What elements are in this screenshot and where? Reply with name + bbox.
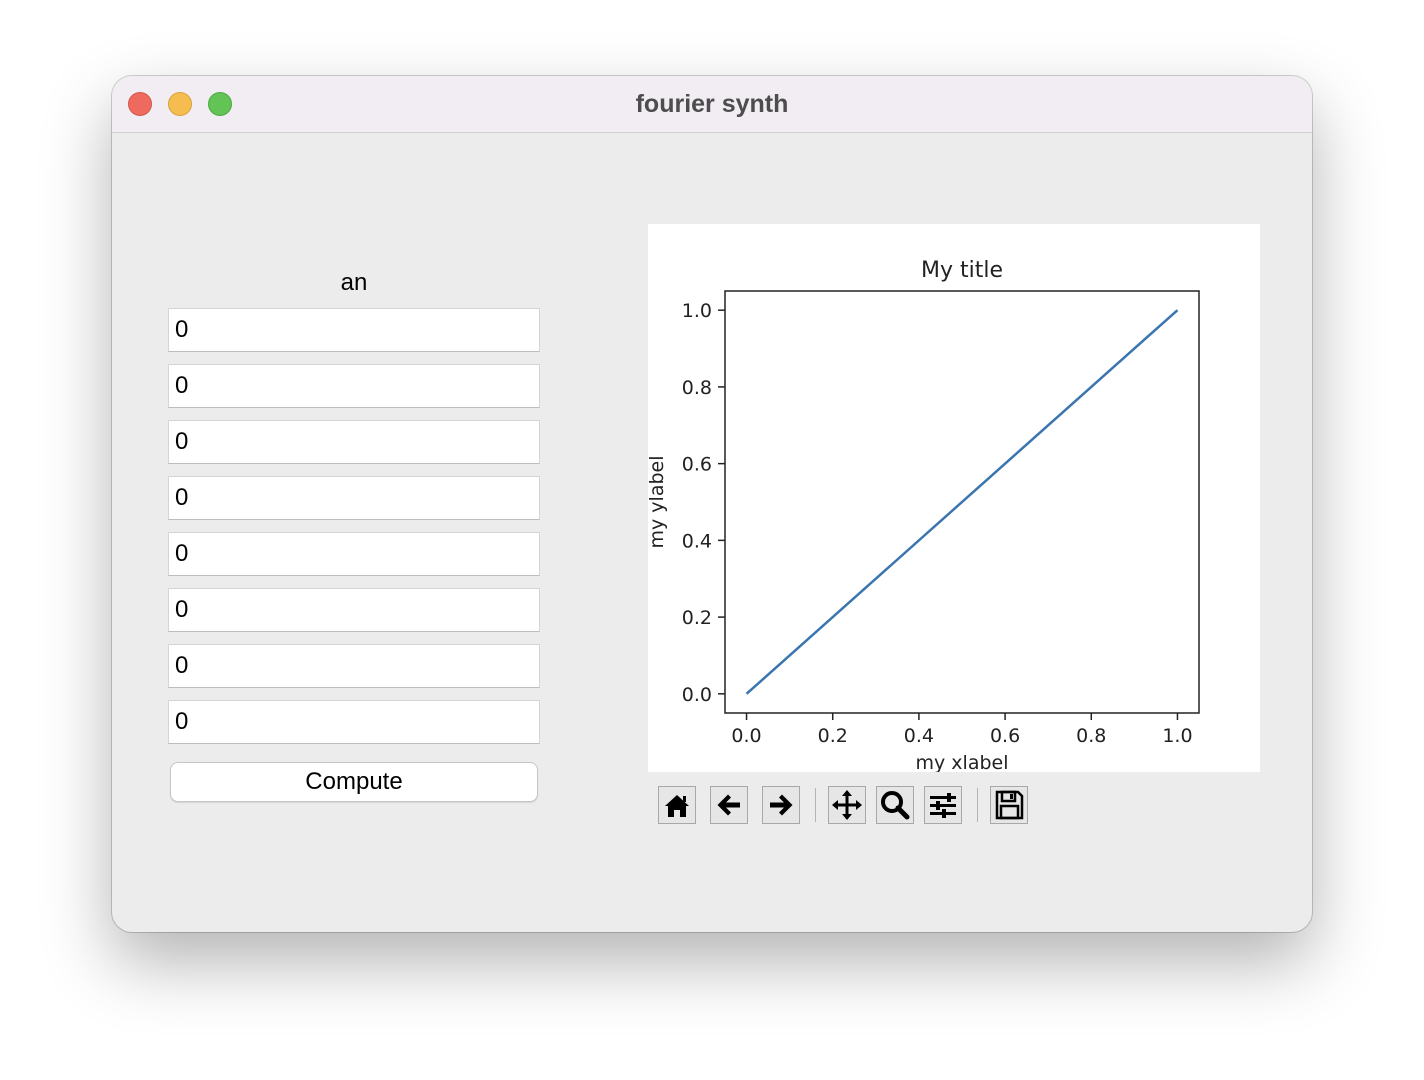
chart-title: My title xyxy=(921,258,1003,283)
toolbar-separator xyxy=(815,788,816,822)
an-coefficient-input-4[interactable]: 0 xyxy=(168,476,540,520)
save-button[interactable] xyxy=(990,786,1028,824)
configure-subplots-button[interactable] xyxy=(924,786,962,824)
an-coefficient-input-7[interactable]: 0 xyxy=(168,644,540,688)
x-tick-label: 0.2 xyxy=(818,725,848,747)
y-tick-label: 0.8 xyxy=(682,377,712,399)
an-coefficient-input-3[interactable]: 0 xyxy=(168,420,540,464)
x-tick-label: 1.0 xyxy=(1162,725,1192,747)
toolbar-separator xyxy=(977,788,978,822)
line-chart: 0.0 0.2 0.4 0.6 0.8 1.0 0.0 0.2 0.4 0.6 0.8 1.0 My… xyxy=(648,258,1200,772)
y-tick-label: 0.6 xyxy=(682,454,712,476)
zoom-icon xyxy=(881,791,910,820)
forward-button[interactable] xyxy=(762,786,800,824)
pan-button[interactable] xyxy=(828,786,866,824)
an-coefficient-input-6[interactable]: 0 xyxy=(168,588,540,632)
save-icon xyxy=(995,790,1024,820)
series-line xyxy=(745,309,1179,695)
forward-arrow-icon xyxy=(770,794,793,816)
plot-canvas[interactable]: 0.0 0.2 0.4 0.6 0.8 1.0 0.0 0.2 0.4 0.6 0.8 1.0 My… xyxy=(648,224,1260,772)
y-tick-label: 1.0 xyxy=(682,300,712,322)
pan-icon xyxy=(832,790,862,820)
app-window: fourier synth an 0 0 0 0 0 0 0 0 Compute… xyxy=(112,76,1312,932)
configure-subplots-icon xyxy=(930,793,956,818)
title-bar: fourier synth xyxy=(112,76,1312,133)
an-coefficient-input-8[interactable]: 0 xyxy=(168,700,540,744)
back-button[interactable] xyxy=(710,786,748,824)
y-tick-label: 0.4 xyxy=(682,530,712,552)
home-button[interactable] xyxy=(658,786,696,824)
window-title: fourier synth xyxy=(635,90,789,118)
an-coefficient-input-1[interactable]: 0 xyxy=(168,308,540,352)
an-coefficient-input-5[interactable]: 0 xyxy=(168,532,540,576)
home-icon xyxy=(665,795,689,817)
x-tick-label: 0.8 xyxy=(1076,725,1106,747)
back-arrow-icon xyxy=(717,794,740,816)
close-window-button[interactable] xyxy=(128,92,152,116)
y-tick-label: 0.0 xyxy=(682,684,712,706)
an-coefficient-input-2[interactable]: 0 xyxy=(168,364,540,408)
x-axis-label: my xlabel xyxy=(916,752,1009,772)
y-axis-label: my ylabel xyxy=(648,456,668,549)
maximize-window-button[interactable] xyxy=(208,92,232,116)
x-tick-label: 0.6 xyxy=(990,725,1020,747)
y-tick-label: 0.2 xyxy=(682,607,712,629)
compute-button[interactable]: Compute xyxy=(170,762,538,802)
minimize-window-button[interactable] xyxy=(168,92,192,116)
an-coefficients-label: an xyxy=(340,269,368,296)
x-tick-label: 0.0 xyxy=(731,725,761,747)
x-tick-label: 0.4 xyxy=(904,725,934,747)
zoom-button[interactable] xyxy=(876,786,914,824)
